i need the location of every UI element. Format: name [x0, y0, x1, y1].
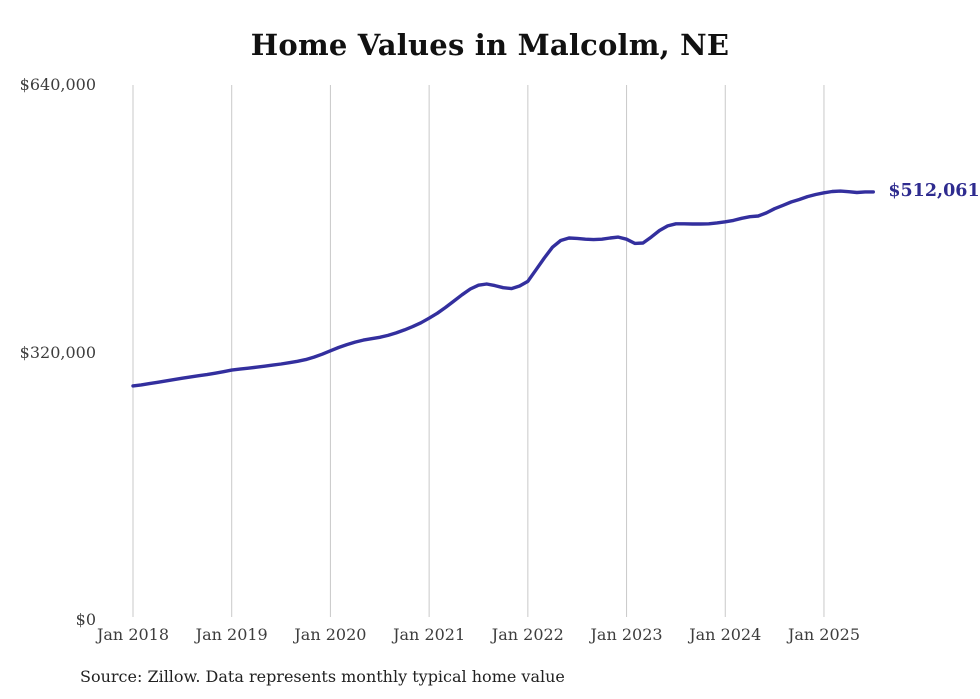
y-tick-0: $0 [75, 610, 96, 629]
x-tick-jan-2020: Jan 2020 [294, 625, 367, 644]
x-tick-jan-2022: Jan 2022 [491, 625, 564, 644]
x-tick-jan-2018: Jan 2018 [96, 625, 170, 644]
home-value-series-line [131, 189, 875, 388]
chart-title: Home Values in Malcolm, NE [250, 28, 730, 62]
source-note: Source: Zillow. Data represents monthly … [80, 667, 565, 686]
y-tick-640000: $640,000 [19, 75, 96, 94]
y-tick-320000: $320,000 [19, 342, 96, 362]
latest-value-label: $512,061 [888, 180, 980, 201]
x-tick-jan-2019: Jan 2019 [195, 625, 268, 644]
x-tick-jan-2025: Jan 2025 [787, 625, 860, 644]
x-tick-jan-2024: Jan 2024 [689, 625, 762, 644]
x-tick-jan-2023: Jan 2023 [590, 625, 663, 644]
x-tick-jan-2021: Jan 2021 [393, 625, 466, 644]
